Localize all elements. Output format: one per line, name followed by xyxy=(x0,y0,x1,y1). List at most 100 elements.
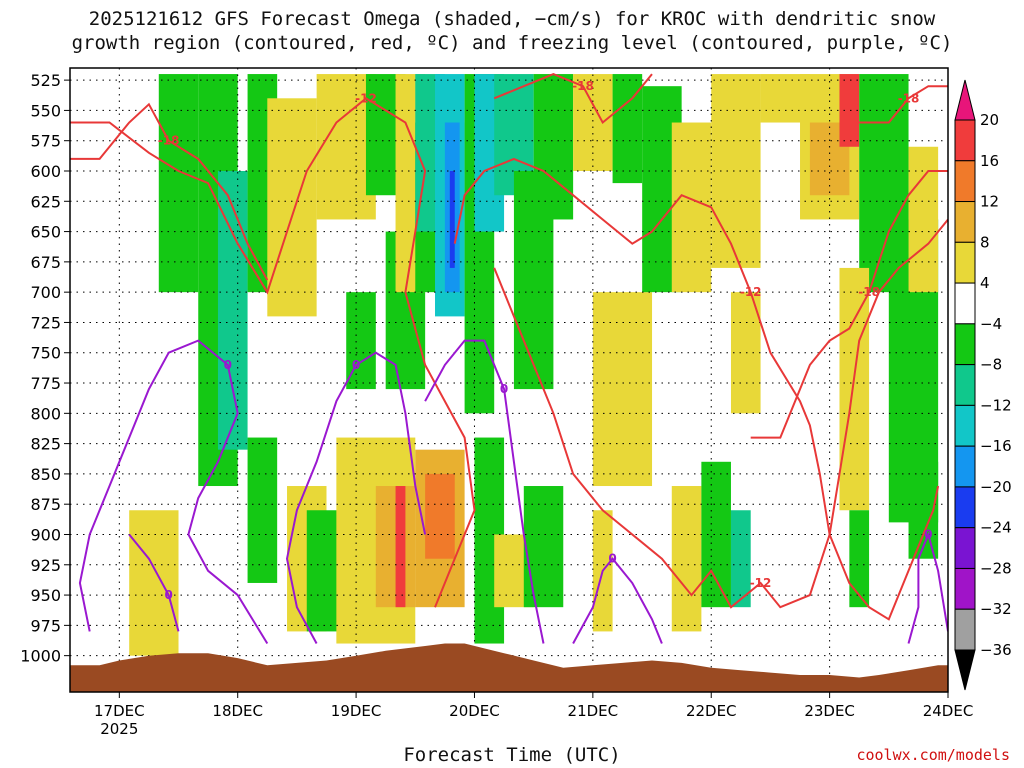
freezing-contour-line xyxy=(78,339,269,645)
omega-cell xyxy=(523,486,564,608)
dgz-contour-label: -18 xyxy=(158,134,180,148)
dgz-contour-line xyxy=(70,97,476,608)
colorbar-label: 4 xyxy=(980,274,990,292)
y-axis-ticks: 525 550 575 600 625 650 675 700 725 750 775 800 825 8… xyxy=(20,71,70,666)
dgz-contour-label: -18 xyxy=(898,91,920,105)
credit-text: coolwx.com/models xyxy=(856,746,1010,764)
colorbar-band xyxy=(954,486,976,529)
colorbar-top-arrow xyxy=(954,79,976,121)
dgz-contour-line xyxy=(493,218,948,609)
title-line-2: growth region (contoured, red, ºC) and f… xyxy=(71,32,953,54)
x-tick-label: 2025 xyxy=(100,720,138,738)
x-axis-label: Forecast Time (UTC) xyxy=(403,744,621,766)
omega-cell xyxy=(839,74,860,147)
dgz-contour-line xyxy=(750,170,948,439)
omega-cell xyxy=(730,292,761,414)
omega-cell xyxy=(671,486,702,632)
y-tick-label: 975 xyxy=(30,616,61,635)
dgz-contour-line xyxy=(493,73,653,125)
omega-cell xyxy=(849,510,870,608)
omega-cell xyxy=(375,486,416,608)
colorbar-band xyxy=(954,201,976,243)
x-tick-label: 21DEC xyxy=(568,702,619,720)
y-tick-label: 550 xyxy=(30,101,61,120)
freezing-contour-line xyxy=(424,339,545,644)
colorbar-band xyxy=(954,567,976,610)
x-tick-label: 23DEC xyxy=(804,702,855,720)
dgz-contour-label: -18 xyxy=(572,79,594,93)
dgz-contour-label: -12 xyxy=(740,285,762,299)
freezing-contour-label: 0 xyxy=(352,358,360,372)
title-line-1: 2025121612 GFS Forecast Omega (shaded, −… xyxy=(88,8,936,30)
y-tick-label: 775 xyxy=(30,374,61,393)
colorbar-band xyxy=(954,608,976,651)
y-tick-label: 650 xyxy=(30,223,61,242)
colorbar-bottom-arrow xyxy=(954,649,976,691)
freezing-contour-line xyxy=(907,531,948,644)
colorbar-label: 8 xyxy=(980,233,990,251)
omega-cell xyxy=(395,486,406,608)
colorbar-label: −8 xyxy=(980,356,1002,374)
colorbar-label: −24 xyxy=(980,519,1012,537)
colorbar-band xyxy=(954,404,976,447)
colorbar-band xyxy=(954,282,976,325)
dgz-contour-label: -18 xyxy=(858,285,880,299)
dgz-contour-line xyxy=(70,102,269,281)
freezing-contour-label: 0 xyxy=(224,358,232,372)
y-tick-label: 675 xyxy=(30,253,61,272)
x-tick-label: 19DEC xyxy=(331,702,382,720)
x-tick-label: 22DEC xyxy=(686,702,737,720)
terrain-fill xyxy=(70,643,948,692)
x-tick-label: 24DEC xyxy=(923,702,974,720)
omega-cell xyxy=(839,267,870,511)
omega-cell xyxy=(267,98,317,317)
y-tick-label: 700 xyxy=(30,283,61,302)
y-tick-label: 925 xyxy=(30,556,61,575)
y-tick-label: 950 xyxy=(30,586,61,605)
contour-layer: -12 -18 -12 -18 -12 -18 -18 0 0 0 0 0 0 xyxy=(70,73,948,645)
colorbar-band xyxy=(954,445,976,488)
omega-cell xyxy=(711,74,761,268)
omega-cell xyxy=(217,170,248,450)
y-tick-label: 1000 xyxy=(20,647,61,666)
omega-cell xyxy=(129,510,179,656)
colorbar: 20 16 12 8 4 −4 −8 −12 −16 −20 −24 −28 −32 −36 xyxy=(954,79,1012,691)
y-tick-label: 575 xyxy=(30,132,61,151)
y-tick-label: 525 xyxy=(30,71,61,90)
colorbar-band xyxy=(954,323,976,366)
dgz-contour-line xyxy=(453,157,940,621)
y-tick-label: 600 xyxy=(30,162,61,181)
y-tick-label: 800 xyxy=(30,404,61,423)
freezing-contour-line xyxy=(285,351,427,644)
omega-cell xyxy=(158,74,199,293)
colorbar-label: −12 xyxy=(980,396,1012,414)
omega-cell xyxy=(449,170,455,268)
colorbar-band xyxy=(954,364,976,406)
x-tick-label: 17DEC xyxy=(94,702,145,720)
colorbar-band xyxy=(954,119,976,162)
colorbar-label: −4 xyxy=(980,315,1002,333)
freezing-contour-label: 0 xyxy=(608,552,616,566)
y-tick-label: 750 xyxy=(30,344,61,363)
colorbar-label: −20 xyxy=(980,478,1012,496)
dgz-contour-line xyxy=(859,85,948,124)
omega-cell xyxy=(908,146,939,293)
colorbar-band xyxy=(954,527,976,569)
omega-cell xyxy=(592,292,653,487)
omega-cell xyxy=(573,74,613,171)
freezing-contour-label: 0 xyxy=(164,588,172,602)
y-tick-label: 625 xyxy=(30,192,61,211)
omega-cell xyxy=(247,437,278,583)
y-tick-label: 850 xyxy=(30,465,61,484)
omega-cell xyxy=(533,74,574,220)
y-tick-label: 725 xyxy=(30,313,61,332)
x-tick-label: 18DEC xyxy=(212,702,263,720)
colorbar-label: −16 xyxy=(980,437,1012,455)
colorbar-band xyxy=(954,160,976,203)
freezing-contour-label: 0 xyxy=(924,527,932,541)
y-tick-label: 825 xyxy=(30,435,61,454)
colorbar-label: 16 xyxy=(980,152,999,170)
omega-cell xyxy=(425,473,455,559)
